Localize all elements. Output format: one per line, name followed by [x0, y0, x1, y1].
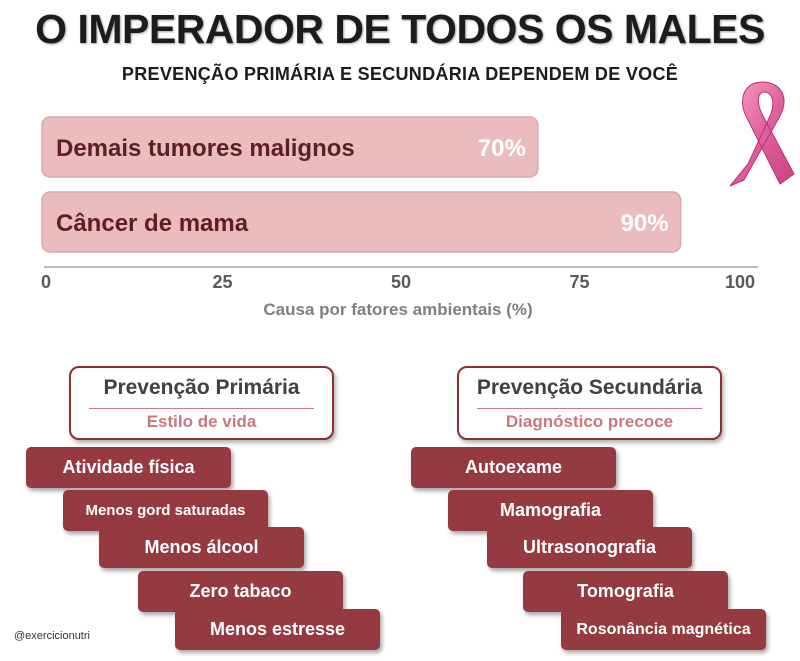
page-title: O IMPERADOR DE TODOS OS MALES — [35, 6, 765, 52]
primary-step-less-saturated-fat: Menos gord saturadas — [63, 490, 268, 531]
x-tick-label-50: 50 — [391, 272, 411, 292]
primary-step-physical-activity: Atividade física — [26, 447, 231, 488]
x-tick-label-75: 75 — [569, 272, 589, 292]
secondary-step-mammography: Mamografia — [448, 490, 653, 531]
secondary-step-magnetic-resonance: Rosonância magnética — [561, 609, 766, 650]
bar-value-label-1: 90% — [621, 210, 669, 237]
secondary-step-tomography: Tomografia — [523, 571, 728, 612]
x-tick-label-25: 25 — [212, 272, 232, 292]
primary-prevention-box: Prevenção Primária Estilo de vida — [69, 366, 334, 440]
bar-1 — [41, 191, 682, 253]
bar-0 — [41, 116, 539, 178]
x-axis-title: Causa por fatores ambientais (%) — [263, 300, 532, 319]
secondary-prevention-box: Prevenção Secundária Diagnóstico precoce — [457, 366, 722, 440]
page-subtitle: PREVENÇÃO PRIMÁRIA E SECUNDÁRIA DEPENDEM… — [121, 64, 679, 84]
primary-step-zero-tobacco: Zero tabaco — [138, 571, 343, 612]
x-tick-label-100: 100 — [725, 272, 755, 292]
primary-step-less-alcohol: Menos álcool — [99, 527, 304, 568]
bar-category-label-0: Demais tumores malignos — [56, 135, 355, 162]
credit-handle: @exercicionutri — [14, 630, 90, 642]
pink-ribbon-icon — [729, 81, 795, 187]
environmental-causes-bar-chart: Causa por fatores ambientais (%) Demais … — [41, 116, 758, 319]
secondary-step-self-exam: Autoexame — [411, 447, 616, 488]
primary-prevention-subtitle: Estilo de vida — [146, 412, 257, 431]
bar-value-label-0: 70% — [478, 135, 526, 162]
primary-prevention-divider — [89, 408, 314, 409]
secondary-prevention-title: Prevenção Secundária — [476, 376, 703, 399]
bar-category-label-1: Câncer de mama — [56, 210, 249, 237]
x-tick-label-0: 0 — [41, 272, 51, 292]
secondary-step-ultrasonography: Ultrasonografia — [487, 527, 692, 568]
primary-prevention-title: Prevenção Primária — [103, 376, 300, 399]
secondary-prevention-divider — [477, 408, 702, 409]
secondary-prevention-subtitle: Diagnóstico precoce — [505, 412, 674, 431]
primary-step-less-stress: Menos estresse — [175, 609, 380, 650]
